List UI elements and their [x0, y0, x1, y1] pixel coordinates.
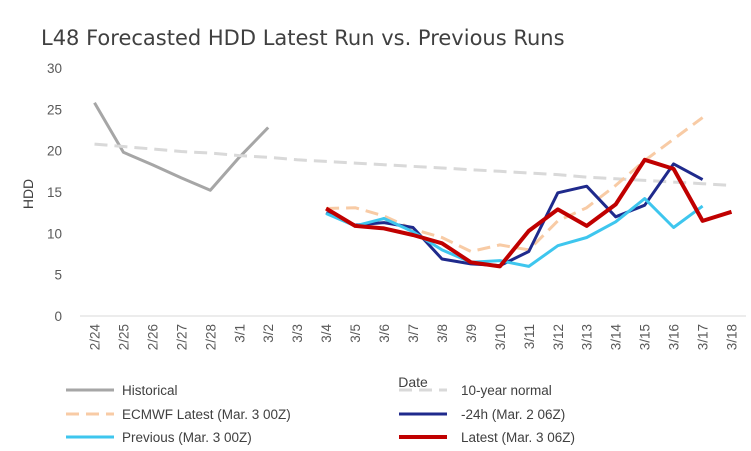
x-axis-title: Date [398, 374, 428, 390]
x-tick-label: 3/15 [638, 324, 653, 350]
legend-label-2: ECMWF Latest (Mar. 3 00Z) [122, 407, 291, 422]
x-tick-label: 3/11 [522, 324, 537, 349]
x-tick-label: 3/13 [580, 324, 595, 350]
y-tick-label: 15 [47, 185, 62, 200]
x-tick-label: 3/9 [464, 324, 479, 343]
series-line-5 [325, 157, 733, 269]
x-tick-label: 3/4 [319, 324, 334, 343]
series-line-1 [94, 142, 732, 187]
x-tick-label: 3/17 [696, 324, 711, 350]
x-tick-label: 2/28 [203, 324, 218, 350]
x-tick-label: 3/18 [725, 324, 740, 350]
series-line-4 [325, 197, 704, 268]
plot-area [93, 101, 733, 269]
y-tick-label: 5 [54, 268, 62, 283]
x-tick-label: 2/27 [174, 324, 189, 350]
x-tick-label: 3/7 [406, 324, 421, 343]
series-line-3 [325, 162, 704, 268]
x-axis: 2/24 2/25 2/26 2/27 2/28 3/1 3/2 3/3 3/4 3/5 3/6 3/… [87, 324, 739, 351]
y-tick-label: 0 [54, 309, 62, 324]
legend-label-4: Previous (Mar. 3 00Z) [122, 430, 252, 445]
x-tick-label: 3/5 [348, 324, 363, 343]
legend-label-0: Historical [122, 383, 178, 398]
y-tick-label: 25 [47, 102, 62, 117]
x-tick-label: 2/26 [145, 324, 160, 350]
legend-label-5: Latest (Mar. 3 06Z) [461, 430, 575, 445]
y-axis: 0 5 10 15 20 25 30 [47, 61, 62, 324]
legend-label-1: 10-year normal [461, 383, 552, 398]
y-tick-label: 20 [47, 144, 62, 159]
legend: Historical 10-year normal ECMWF Latest (Ma… [66, 383, 575, 445]
y-axis-title: HDD [20, 179, 36, 209]
series-line-2 [326, 116, 704, 253]
x-tick-label: 3/6 [377, 324, 392, 343]
y-tick-label: 10 [47, 226, 62, 241]
x-tick-label: 3/12 [551, 324, 566, 350]
y-tick-label: 30 [47, 61, 62, 76]
x-tick-label: 2/25 [116, 324, 131, 350]
x-tick-label: 3/3 [290, 324, 305, 343]
legend-label-3: -24h (Mar. 2 06Z) [461, 407, 565, 422]
x-tick-label: 3/16 [667, 324, 682, 350]
chart-title: L48 Forecasted HDD Latest Run vs. Previo… [41, 26, 565, 50]
x-tick-label: 2/24 [87, 324, 102, 351]
x-tick-label: 3/1 [232, 324, 247, 343]
x-tick-label: 3/2 [261, 324, 276, 343]
x-tick-label: 3/14 [609, 324, 624, 351]
x-tick-label: 3/10 [493, 324, 508, 350]
series-line-0 [93, 101, 270, 192]
x-tick-label: 3/8 [435, 324, 450, 343]
